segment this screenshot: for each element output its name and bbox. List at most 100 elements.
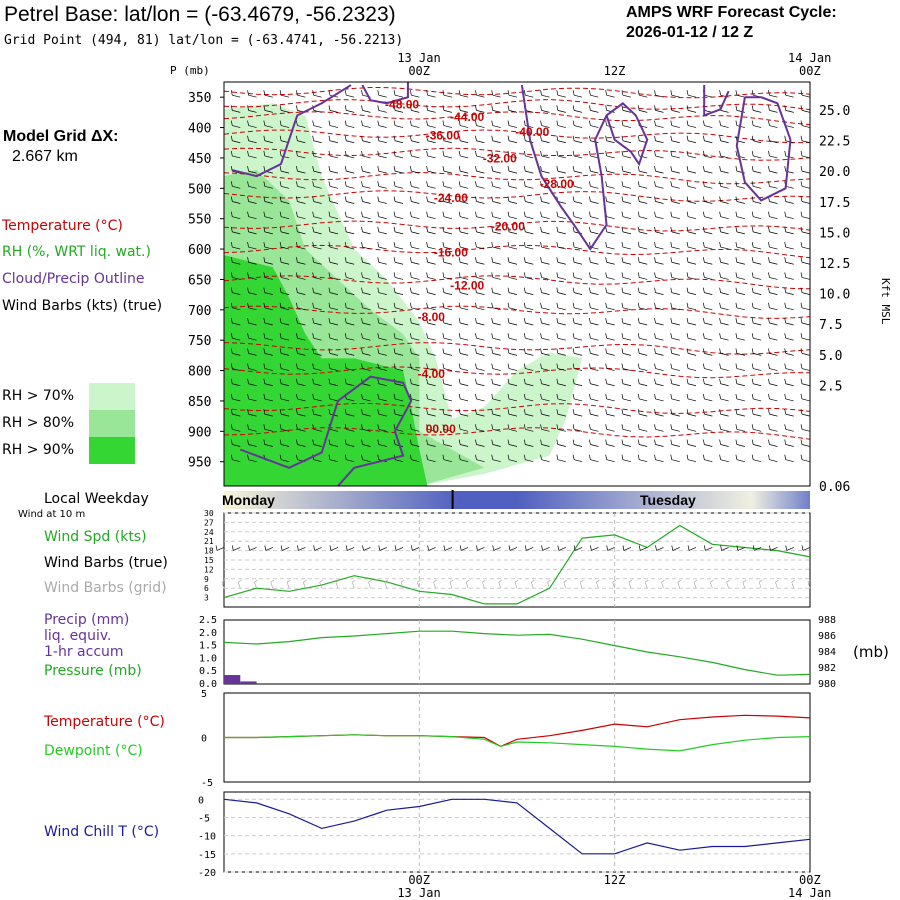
wind-barb xyxy=(507,272,518,280)
wind-barb xyxy=(224,187,225,189)
wind-barb xyxy=(263,302,273,311)
grid-wind-barb xyxy=(400,579,405,589)
wind-barb xyxy=(735,378,745,387)
wind-barb xyxy=(361,317,371,326)
wind-barb xyxy=(670,150,680,159)
wind-barb xyxy=(702,348,713,356)
wind-barb xyxy=(426,287,436,295)
wind-barb xyxy=(556,257,566,265)
surface-wind-barb xyxy=(752,545,762,551)
time-label-bottom: 12Z xyxy=(604,873,626,887)
wind-barb xyxy=(247,105,257,113)
isotherm-label: -12.00 xyxy=(450,279,484,293)
wind-barb xyxy=(702,181,713,189)
wind-barb xyxy=(328,302,339,311)
wind-barb xyxy=(654,166,664,174)
isotherm-line xyxy=(224,403,810,414)
wind-barb xyxy=(800,211,810,220)
wind-barb xyxy=(247,135,257,144)
surface-wind-barb xyxy=(459,545,469,551)
wind-barb xyxy=(312,211,322,220)
wind-barb xyxy=(377,211,387,220)
wind-barb xyxy=(556,120,566,128)
wind-barb xyxy=(230,257,241,265)
wind-barb xyxy=(442,317,452,326)
wind-barb xyxy=(247,409,257,417)
wind-barb xyxy=(670,302,680,311)
wind-barb xyxy=(621,105,632,113)
wind-barb xyxy=(719,241,729,250)
date-label-top: 14 Jan xyxy=(788,51,831,65)
wind-barb xyxy=(409,424,420,432)
wind-barb xyxy=(491,393,501,402)
wind-barb xyxy=(589,317,599,326)
wind-barb xyxy=(458,211,469,220)
wind-barb xyxy=(409,226,420,235)
wind-barb xyxy=(247,181,257,189)
wind-barb xyxy=(621,378,632,387)
wind-barb xyxy=(409,317,420,326)
wind-barb xyxy=(377,226,387,235)
wind-barb xyxy=(491,196,501,204)
wind-barb xyxy=(230,454,241,463)
wind-barb xyxy=(523,150,534,159)
wind-barb xyxy=(637,287,648,295)
wind-barb xyxy=(507,135,518,144)
wind-barb xyxy=(344,333,355,341)
precip-tick-label: 2.0 xyxy=(199,628,217,639)
wind-barb xyxy=(344,105,355,113)
wind-barb xyxy=(572,241,583,250)
grid-wind-barb xyxy=(498,579,502,589)
wind-barb xyxy=(556,166,566,174)
grid-wind-barb xyxy=(579,579,584,589)
wind-barb xyxy=(654,272,664,280)
wind-barb xyxy=(589,272,599,280)
height-tick-label: 17.5 xyxy=(819,196,850,211)
pressure-tick-label-right: 988 xyxy=(818,615,836,626)
wind-barb xyxy=(784,302,794,311)
wind-barb xyxy=(230,272,241,280)
wind-barb xyxy=(637,90,648,98)
wind-barb xyxy=(458,120,469,128)
wind-barb xyxy=(328,393,339,402)
precip-tick-label: 0.0 xyxy=(199,679,217,690)
wind-barb xyxy=(328,257,339,265)
wind-barb xyxy=(670,226,680,235)
height-tick-label: 7.5 xyxy=(819,318,842,333)
isotherm-line xyxy=(224,366,810,379)
wind-barb xyxy=(361,424,371,432)
wind-barb xyxy=(735,241,745,250)
wind-barb xyxy=(719,333,729,341)
wind-barb xyxy=(784,333,794,341)
pressure-line xyxy=(223,630,811,676)
wind-barb xyxy=(800,363,810,371)
legend-dewpoint: Dewpoint (°C) xyxy=(44,743,143,759)
wind-barb xyxy=(605,317,615,326)
grid-wind-barb xyxy=(465,579,470,589)
isotherm-label: -36.00 xyxy=(426,128,460,142)
windchill-line xyxy=(223,798,811,855)
grid-wind-barb xyxy=(612,579,616,589)
wind-barb xyxy=(605,196,615,204)
height-axis-title: Kft MSL xyxy=(879,278,892,325)
wind-barb xyxy=(475,363,485,371)
wind-barb xyxy=(556,302,566,311)
wind-barb xyxy=(224,203,225,204)
wind-barb xyxy=(361,439,371,447)
wind-barb xyxy=(458,348,469,356)
wind-barb xyxy=(523,211,534,220)
wind-barb xyxy=(686,120,697,128)
wind-barb xyxy=(621,454,632,463)
legend-temperature: Temperature (°C) xyxy=(2,218,123,234)
wind-barb xyxy=(702,120,713,128)
wind-barb xyxy=(409,393,420,402)
wind-barb xyxy=(393,348,404,356)
grid-wind-barb xyxy=(286,579,291,589)
wind-barb xyxy=(263,348,273,356)
wind-barb xyxy=(442,166,452,174)
cloud-outline xyxy=(361,82,409,105)
wind-barb xyxy=(426,226,436,235)
wind-barb xyxy=(344,272,355,280)
wind-barb xyxy=(247,454,257,463)
wind-barb xyxy=(409,439,420,447)
